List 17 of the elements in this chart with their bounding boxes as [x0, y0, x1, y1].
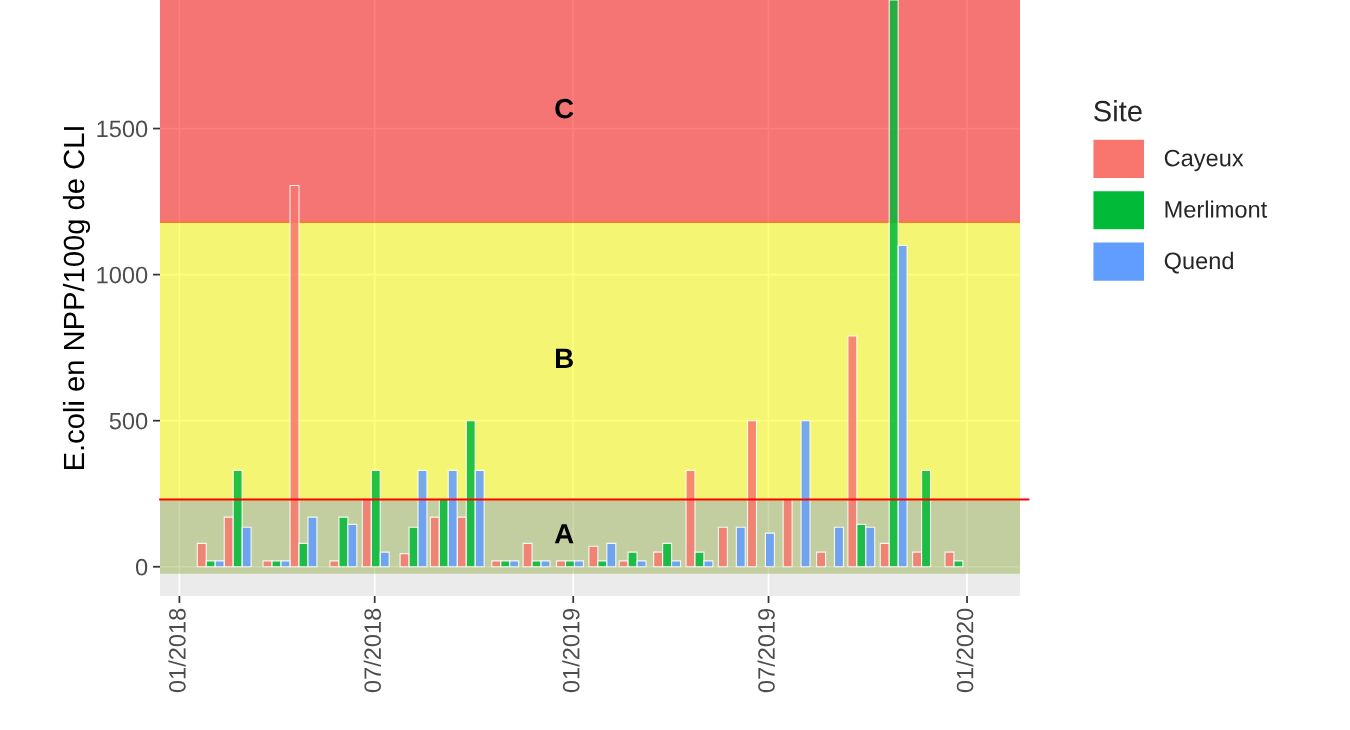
band-label: A: [554, 524, 574, 544]
legend-title: Site: [1094, 100, 1142, 122]
y-axis-title: E.coli en NPP/100g de CLI: [62, 127, 91, 470]
y-tick-label: 0: [135, 558, 148, 576]
x-tick-label: 01/2020: [956, 608, 974, 693]
x-tick-label: 07/2019: [757, 608, 775, 693]
x-tick-label: 01/2018: [168, 608, 186, 693]
band-label: C: [555, 98, 574, 119]
x-tick-label: 07/2018: [363, 608, 382, 693]
band-label: B: [555, 348, 573, 368]
legend-label: Merlimont: [1165, 200, 1268, 218]
x-tick-label: 01/2019: [562, 608, 580, 693]
y-tick-label: 500: [109, 412, 148, 430]
y-tick-label: 1000: [97, 266, 148, 284]
legend-label: Cayeux: [1164, 149, 1244, 172]
legend-label: Quend: [1164, 251, 1233, 274]
y-tick-label: 1500: [97, 120, 148, 138]
